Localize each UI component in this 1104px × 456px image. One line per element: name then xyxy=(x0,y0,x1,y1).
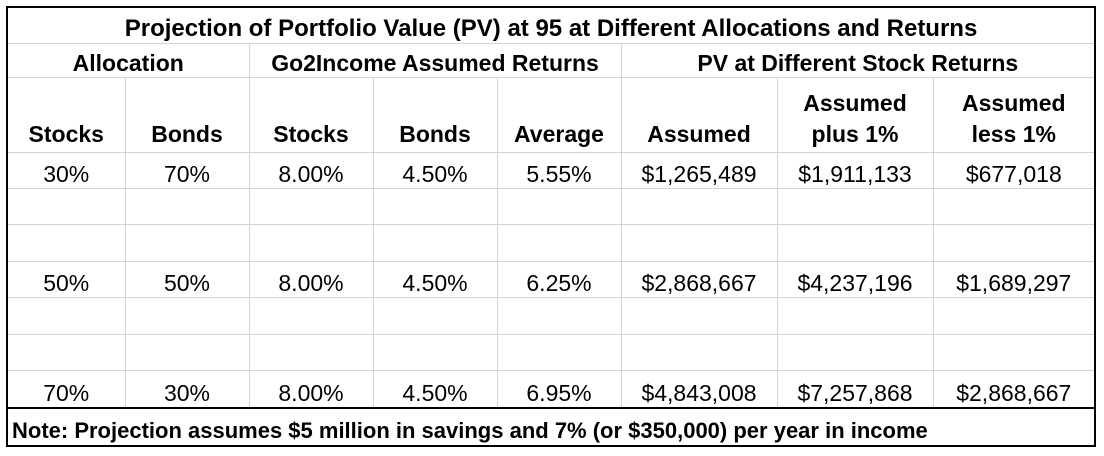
empty-cell xyxy=(8,333,126,372)
col-header-stocks: Stocks xyxy=(8,77,126,154)
col-header-return-stocks: Stocks xyxy=(248,77,374,154)
empty-cell xyxy=(496,224,622,262)
empty-cell xyxy=(620,333,778,372)
col-header-average: Average xyxy=(496,77,622,154)
cell-return-stocks: 8.00% xyxy=(248,260,374,299)
cell-bonds: 30% xyxy=(124,370,250,409)
cell-assumed-less: $1,689,297 xyxy=(932,260,1095,299)
cell-assumed-plus: $4,237,196 xyxy=(776,260,934,299)
group-header-pv-returns: PV at Different Stock Returns xyxy=(620,42,1095,79)
empty-cell xyxy=(932,333,1095,372)
cell-stocks: 30% xyxy=(8,152,126,189)
empty-cell xyxy=(124,224,250,262)
col-header-assumed-plus: Assumed plus 1% xyxy=(776,77,934,154)
empty-cell xyxy=(496,187,622,226)
cell-assumed-plus: $1,911,133 xyxy=(776,152,934,189)
group-header-assumed-returns: Go2Income Assumed Returns xyxy=(248,42,622,79)
empty-cell xyxy=(248,187,374,226)
empty-cell xyxy=(248,224,374,262)
empty-cell xyxy=(620,187,778,226)
empty-cell xyxy=(776,187,934,226)
cell-return-stocks: 8.00% xyxy=(248,370,374,409)
cell-return-bonds: 4.50% xyxy=(372,152,498,189)
empty-cell xyxy=(620,224,778,262)
empty-cell xyxy=(932,297,1095,335)
empty-cell xyxy=(372,224,498,262)
cell-assumed: $4,843,008 xyxy=(620,370,778,409)
cell-average: 6.25% xyxy=(496,260,622,299)
projection-table: Projection of Portfolio Value (PV) at 95… xyxy=(8,8,1095,445)
cell-assumed: $1,265,489 xyxy=(620,152,778,189)
table-title: Projection of Portfolio Value (PV) at 95… xyxy=(8,8,1095,44)
col-header-bonds: Bonds xyxy=(124,77,250,154)
cell-assumed: $2,868,667 xyxy=(620,260,778,299)
cell-assumed-less: $677,018 xyxy=(932,152,1095,189)
cell-assumed-plus: $7,257,868 xyxy=(776,370,934,409)
cell-bonds: 70% xyxy=(124,152,250,189)
empty-cell xyxy=(372,187,498,226)
cell-stocks: 50% xyxy=(8,260,126,299)
empty-cell xyxy=(932,224,1095,262)
col-header-assumed: Assumed xyxy=(620,77,778,154)
col-header-assumed-plus-line1: Assumed xyxy=(803,90,907,117)
table-note: Note: Projection assumes $5 million in s… xyxy=(8,407,1095,445)
empty-cell xyxy=(496,297,622,335)
cell-stocks: 70% xyxy=(8,370,126,409)
cell-bonds: 50% xyxy=(124,260,250,299)
col-header-return-bonds: Bonds xyxy=(372,77,498,154)
cell-return-bonds: 4.50% xyxy=(372,370,498,409)
empty-cell xyxy=(776,297,934,335)
empty-cell xyxy=(776,224,934,262)
empty-cell xyxy=(8,187,126,226)
empty-cell xyxy=(372,333,498,372)
projection-table-sheet: Projection of Portfolio Value (PV) at 95… xyxy=(6,6,1096,447)
empty-cell xyxy=(776,333,934,372)
cell-return-bonds: 4.50% xyxy=(372,260,498,299)
col-header-assumed-less-line2: less 1% xyxy=(971,121,1056,148)
empty-cell xyxy=(124,187,250,226)
empty-cell xyxy=(248,297,374,335)
col-header-assumed-less-line1: Assumed xyxy=(962,90,1066,117)
empty-cell xyxy=(8,297,126,335)
empty-cell xyxy=(8,224,126,262)
cell-average: 6.95% xyxy=(496,370,622,409)
empty-cell xyxy=(248,333,374,372)
cell-return-stocks: 8.00% xyxy=(248,152,374,189)
cell-average: 5.55% xyxy=(496,152,622,189)
empty-cell xyxy=(932,187,1095,226)
col-header-assumed-plus-line2: plus 1% xyxy=(811,121,899,148)
empty-cell xyxy=(124,297,250,335)
empty-cell xyxy=(372,297,498,335)
col-header-assumed-less: Assumed less 1% xyxy=(932,77,1095,154)
empty-cell xyxy=(620,297,778,335)
cell-assumed-less: $2,868,667 xyxy=(932,370,1095,409)
group-header-allocation: Allocation xyxy=(8,42,250,79)
empty-cell xyxy=(124,333,250,372)
empty-cell xyxy=(496,333,622,372)
